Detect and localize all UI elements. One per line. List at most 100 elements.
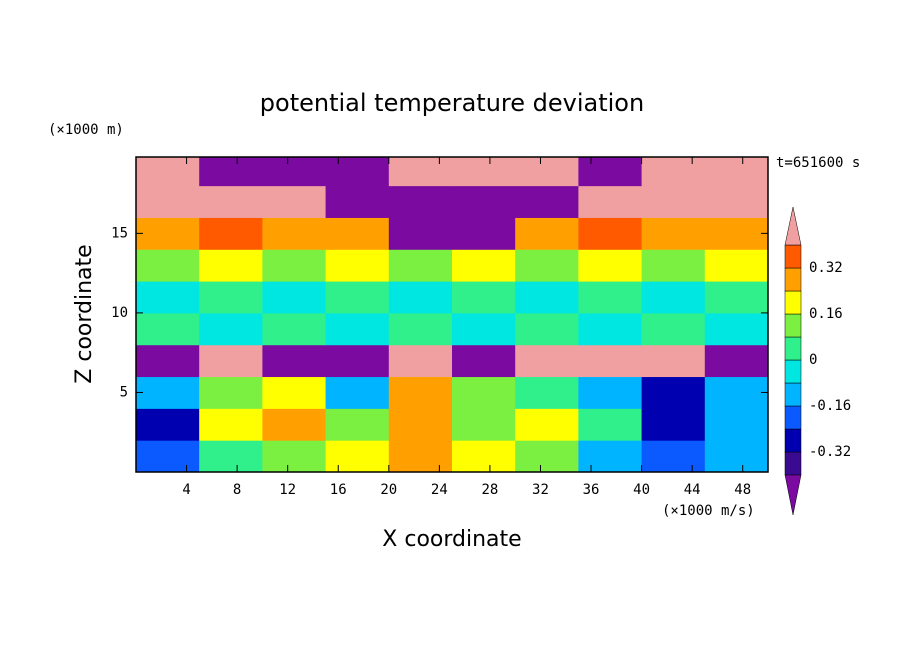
field-cell	[136, 376, 200, 409]
field-cell	[136, 185, 200, 218]
field-cell	[578, 376, 643, 409]
time-label: t=651600 s	[776, 155, 860, 171]
field-cell	[262, 249, 327, 282]
field-cell	[199, 344, 263, 378]
field-cell	[641, 281, 706, 314]
colorbar-band	[784, 244, 802, 269]
field-cell	[641, 185, 706, 218]
field-cell	[452, 376, 516, 409]
colorbar-band	[784, 336, 802, 361]
field-cell	[388, 249, 453, 282]
field-cell	[452, 408, 516, 441]
field-cell	[388, 157, 453, 187]
field-cell	[136, 312, 200, 346]
field-cell	[578, 408, 643, 441]
field-cell	[515, 344, 579, 378]
field-cell	[388, 344, 453, 378]
colorbar-label: -0.32	[809, 444, 851, 460]
field-cell	[199, 312, 263, 346]
x-axis-label: X coordinate	[382, 527, 521, 552]
x-tick-label: 12	[279, 482, 296, 498]
x-unit: (×1000 m/s)	[662, 503, 755, 519]
field-cell	[704, 408, 769, 441]
y-axis-label: Z coordinate	[72, 244, 97, 383]
field-cell	[325, 157, 390, 187]
field-cell	[325, 249, 390, 282]
field-cell	[262, 281, 327, 314]
field-cell	[325, 312, 390, 346]
field-cell	[704, 157, 769, 187]
field-cell	[641, 157, 706, 187]
x-tick-label: 16	[330, 482, 347, 498]
colorbar-band	[784, 359, 802, 384]
field-cell	[578, 249, 643, 282]
field-cell	[641, 217, 706, 250]
chart-title: potential temperature deviation	[260, 89, 644, 117]
field-cell	[452, 217, 516, 250]
colorbar-label: -0.16	[809, 398, 851, 414]
field-cell	[452, 312, 516, 346]
x-tick-label: 44	[684, 482, 701, 498]
colorbar-band	[784, 451, 802, 476]
field-cell	[452, 440, 516, 473]
field-cell	[136, 408, 200, 441]
y-tick-label: 5	[120, 384, 128, 400]
field-cell	[515, 185, 579, 218]
field-cell	[704, 344, 769, 378]
field-cell	[262, 185, 327, 218]
field-cell	[452, 281, 516, 314]
colorbar-label: 0	[809, 352, 817, 368]
field-cell	[325, 344, 390, 378]
x-tick-label: 8	[233, 482, 241, 498]
field-cell	[704, 281, 769, 314]
colorbar-label: 0.32	[809, 260, 843, 276]
field-cell	[388, 217, 453, 250]
x-tick-label: 28	[481, 482, 498, 498]
field-cell	[136, 344, 200, 378]
field-cell	[199, 185, 263, 218]
field-cell	[325, 217, 390, 250]
x-tick-label: 48	[734, 482, 751, 498]
field-cell	[262, 157, 327, 187]
field-cell	[515, 312, 579, 346]
field-cell	[704, 376, 769, 409]
field-cell	[704, 249, 769, 282]
field-cell	[641, 312, 706, 346]
field-cell	[199, 376, 263, 409]
field-cell	[262, 344, 327, 378]
field-cell	[136, 217, 200, 250]
colorbar-band	[784, 313, 802, 338]
field-cell	[262, 408, 327, 441]
y-tick-label: 10	[111, 305, 128, 321]
field-cell	[515, 281, 579, 314]
field-cell	[578, 440, 643, 473]
field-cell	[262, 376, 327, 409]
field-cell	[641, 344, 706, 378]
field-cell	[388, 376, 453, 409]
field-cell	[325, 408, 390, 441]
colorbar-high	[784, 206, 802, 246]
field-cell	[199, 249, 263, 282]
x-tick-label: 40	[633, 482, 650, 498]
field-cell	[578, 157, 643, 187]
colorbar-band	[784, 267, 802, 292]
colorbar-band	[784, 382, 802, 407]
field-cell	[388, 185, 453, 218]
field-cell	[199, 408, 263, 441]
field-cell	[325, 376, 390, 409]
field-cell	[388, 408, 453, 441]
field-cell	[452, 344, 516, 378]
field-cell	[325, 440, 390, 473]
field-cell	[199, 217, 263, 250]
field-cell	[262, 312, 327, 346]
field-cell	[704, 217, 769, 250]
field-cell	[388, 281, 453, 314]
y-tick-label: 15	[111, 225, 128, 241]
colorbar-band	[784, 428, 802, 453]
field-cell	[641, 408, 706, 441]
field-cell	[515, 440, 579, 473]
field-cell	[136, 249, 200, 282]
x-tick-label: 24	[431, 482, 448, 498]
